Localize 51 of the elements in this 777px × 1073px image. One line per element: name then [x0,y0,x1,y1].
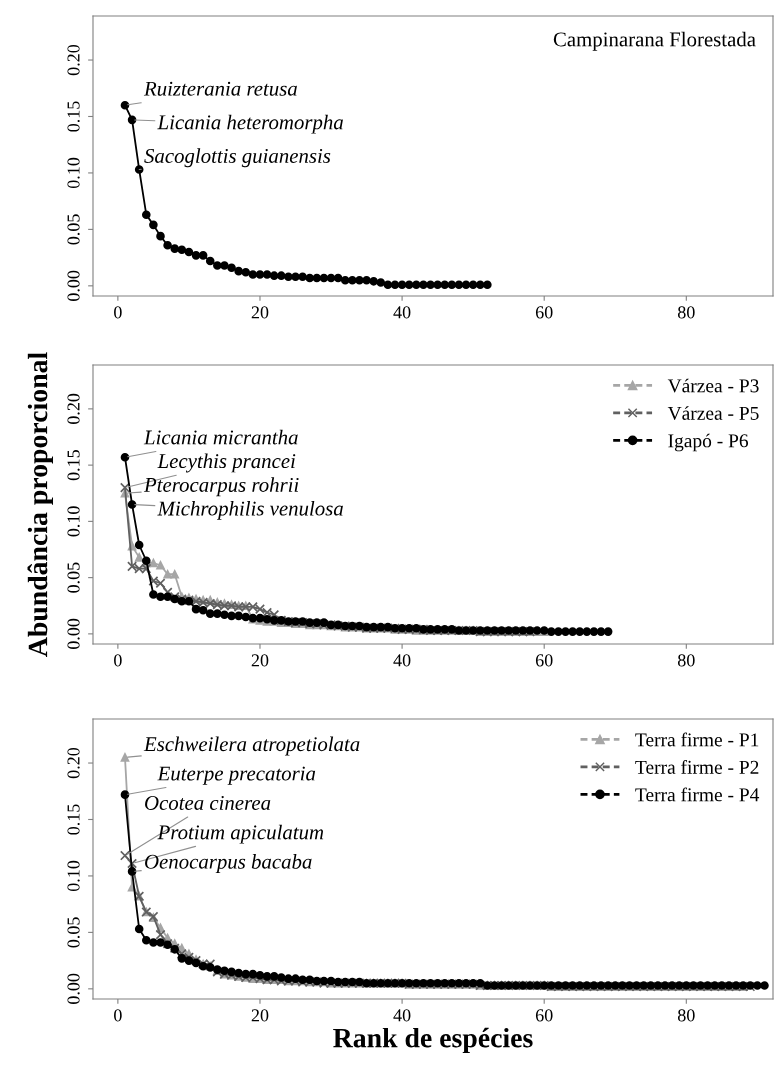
y-tick-label: 0.20 [67,393,80,424]
y-tick-label: 0.00 [67,618,80,649]
y-tick-label: 0.00 [67,973,80,1004]
annotation: Sacoglottis guianensis [144,148,331,168]
x-tick-label: 80 [677,654,695,667]
annotation: Lecythis prancei [157,453,296,473]
x-tick-label: 0 [114,306,122,319]
x-tick-label: 20 [251,654,269,667]
y-tick-label: 0.10 [67,157,80,189]
y-tick-label: 0.10 [67,506,80,537]
x-tick-label: 20 [251,306,269,319]
y-tick-label: 0.15 [67,450,80,481]
x-tick-label: 0 [114,1009,122,1022]
x-tick-label: 0 [114,654,122,667]
annotation: Euterpe precatoria [157,766,316,785]
legend-label: Igapó - P6 [668,433,749,452]
annotation: Ocotea cinerea [145,795,271,810]
y-tick-label: 0.20 [67,747,80,779]
annotation: Protium apiculatum [157,824,324,844]
legend-label: Várzea - P3 [667,378,759,393]
y-tick-label: 0.00 [67,270,80,301]
y-tick-label: 0.20 [67,44,80,76]
y-tick-label: 0.10 [67,860,80,892]
y-tick-label: 0.15 [67,804,80,835]
x-tick-label: 40 [393,654,411,667]
annotation: Licania heteromorpha [157,114,343,134]
legend-label: Várzea - P5 [667,406,759,420]
annotation: Michrophilis venulosa [157,500,343,520]
x-tick-label: 80 [677,1009,695,1022]
x-tick-label: 60 [535,306,553,319]
y-tick-label: 0.05 [67,562,80,593]
x-axis-title: Rank de espécies [333,1027,533,1054]
annotation: Pterocarpus rohrii [143,477,299,497]
x-tick-label: 40 [393,306,411,319]
y-tick-label: 0.15 [67,101,80,132]
x-tick-label: 60 [535,654,553,667]
annotation: Oenocarpus bacaba [145,854,312,873]
y-tick-label: 0.05 [67,214,80,245]
y-axis-title: Abundância proporcional [27,352,54,657]
annotation: Ruizterania retusa [143,81,297,96]
annotation: Eschweilera atropetiolata [143,736,360,756]
x-tick-label: 20 [251,1009,269,1022]
legend-label: Terra firme - P2 [635,760,759,774]
legend-label: Terra firme - P4 [635,787,760,802]
x-tick-label: 40 [393,1009,411,1022]
legend-label: Terra firme - P1 [635,732,759,747]
y-tick-label: 0.05 [67,917,80,948]
x-tick-label: 60 [535,1009,553,1022]
x-tick-label: 80 [677,306,695,319]
annotation: Licania micrantha [143,429,298,445]
annotation: Campinarana Florestada [553,31,756,51]
